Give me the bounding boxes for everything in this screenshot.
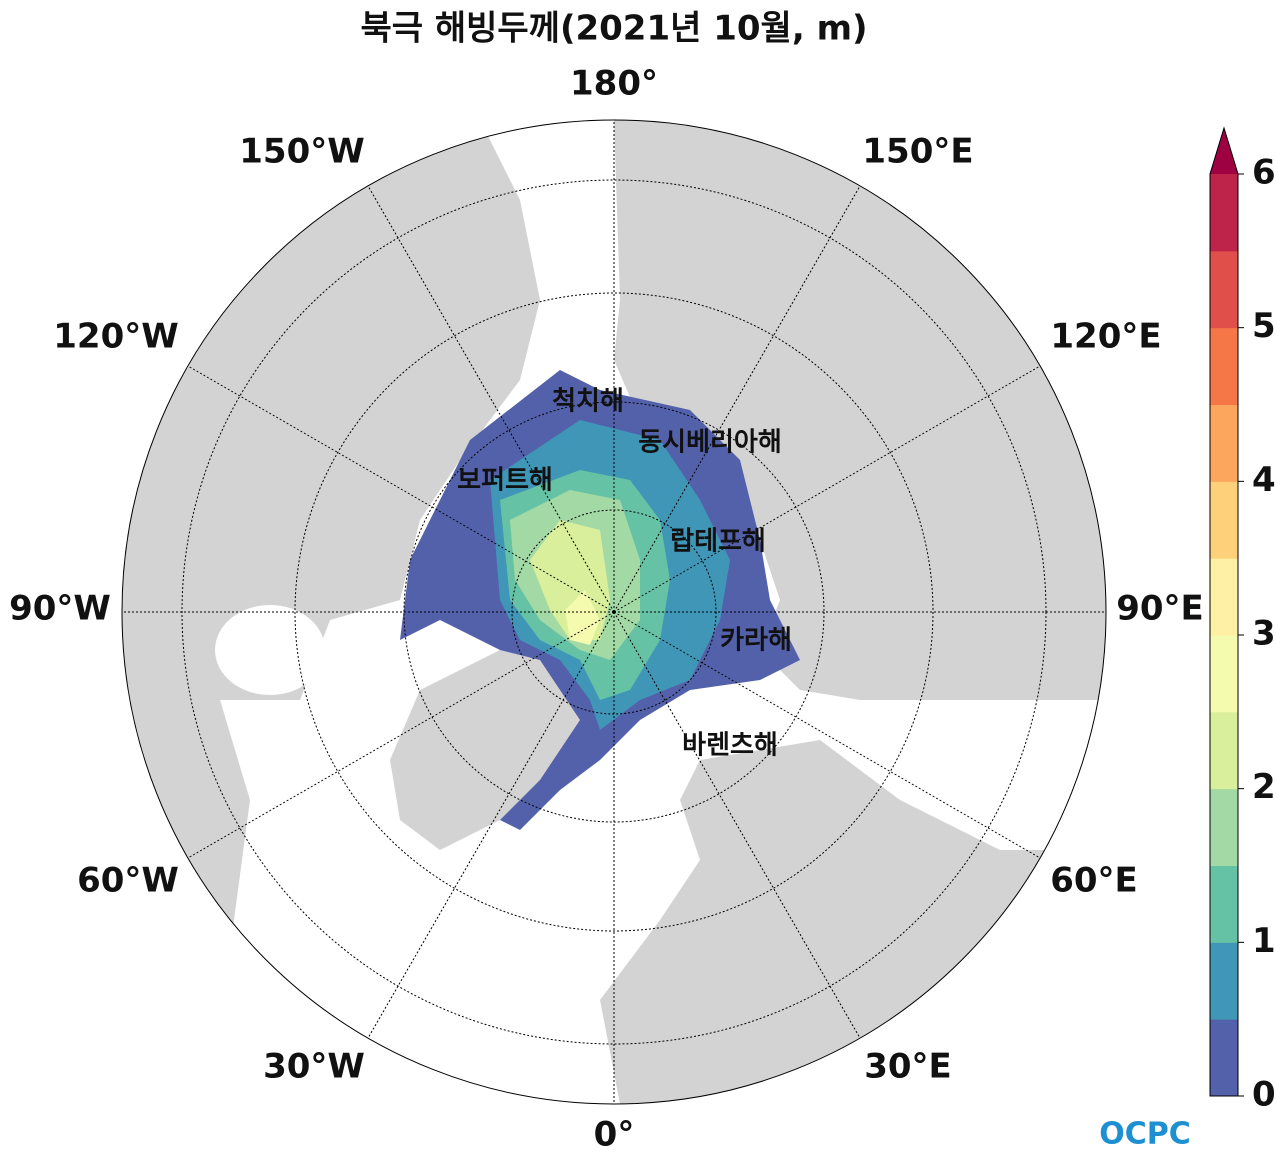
latitude-circle [294,292,934,932]
colorbar-extend [1210,128,1238,174]
sea-label: 보퍼트해 [457,466,553,496]
longitude-label: 30°E [864,1047,952,1087]
meridian [613,611,861,1039]
longitude-label: 90°W [9,589,111,629]
colorbar-tick-label: 6 [1252,153,1276,193]
graticule [122,120,1106,1104]
colorbar-tick-label: 0 [1252,1075,1276,1115]
hudson-bay [215,605,325,695]
meridian [367,611,615,1039]
longitude-label: 150°W [239,132,364,172]
meridian [367,185,615,613]
colorbar-band [1210,788,1238,866]
colorbar-band [1210,635,1238,713]
colorbar-band [1210,1019,1238,1097]
longitude-label: 180° [570,64,658,104]
sea-label: 카라해 [720,626,792,656]
sea-label: 동시베리아해 [638,428,782,458]
longitude-label: 120°E [1050,317,1161,357]
map-frame [121,119,1107,1105]
longitude-label: 0° [594,1115,635,1155]
sea-ice [400,370,800,830]
longitude-label: 60°E [1050,861,1138,901]
meridian [613,185,861,613]
longitude-label: 150°E [862,132,973,172]
colorbar-tick-label: 2 [1252,767,1276,807]
longitude-label: 90°E [1116,589,1204,629]
colorbar-band [1210,174,1238,252]
ice-zone [565,590,600,645]
colorbar-outline [1209,126,1239,1097]
longitude-label: 30°W [263,1047,365,1087]
colorbar-band [1210,865,1238,943]
colorbar: 0 1 2 3 4 5 6 [1209,126,1276,1115]
labels: 180° 150°E 120°E 90°E 60°E 30°E 0° 30°W 60°W 90°W… [9,64,1204,1155]
sea-label: 랍테프해 [670,527,766,557]
colorbar-tick-label: 3 [1252,614,1276,654]
sea-label: 척치해 [552,387,624,417]
colorbar-band [1210,404,1238,482]
colorbar-tick-label: 1 [1252,921,1276,961]
colorbar-band [1210,942,1238,1020]
map-title: 북극 해빙두께(2021년 10월, m) [360,9,867,49]
meridian [187,365,615,613]
land-greenland [390,640,600,850]
colorbar-band [1210,250,1238,329]
logo: OCPC [1099,1117,1191,1152]
sea-label: 바렌츠해 [682,731,778,761]
meridian [187,611,615,859]
colorbar-band [1210,558,1238,636]
meridian [613,611,1041,859]
colorbar-tick-label: 4 [1252,460,1276,500]
colorbar-tick-label: 5 [1252,306,1276,346]
longitude-label: 120°W [53,317,178,357]
colorbar-band [1210,481,1238,559]
colorbar-band [1210,711,1238,790]
meridian [613,365,1041,613]
colorbar-band [1210,327,1238,405]
land-north-america [122,120,540,1000]
longitude-label: 60°W [77,861,179,901]
